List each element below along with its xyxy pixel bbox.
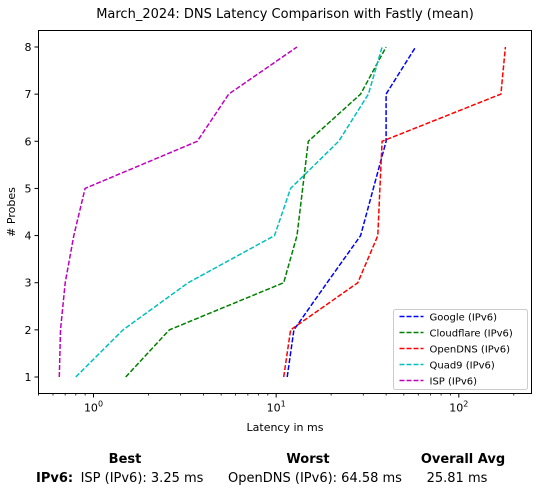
y-axis: 1 2 3 4 5 6 7 8 (25, 41, 39, 384)
ipv6-row-label: IPv6: (36, 471, 74, 486)
chart-title: March_2024: DNS Latency Comparison with … (96, 7, 474, 22)
legend-label: Google (IPv6) (430, 313, 498, 324)
overall-avg-value: 25.81 ms (426, 471, 488, 486)
y-tick-label: 6 (25, 135, 32, 148)
x-axis-label: Latency in ms (247, 421, 324, 434)
y-tick-label: 8 (25, 41, 32, 54)
y-axis-label: # Probes (5, 187, 18, 237)
plot-frame (38, 30, 532, 394)
y-tick-label: 4 (25, 230, 32, 243)
y-tick-label: 5 (25, 182, 32, 195)
legend: Google (IPv6) Cloudflare (IPv6) OpenDNS (I… (393, 309, 528, 390)
x-tick-label: 100 (84, 400, 103, 415)
worst-header: Worst (286, 452, 330, 467)
best-value: ISP (IPv6): 3.25 ms (80, 471, 204, 486)
y-tick-label: 3 (25, 277, 32, 290)
x-tick-label: 101 (267, 400, 286, 415)
series-lines (58, 46, 507, 378)
legend-box (393, 309, 528, 390)
overall-avg-header: Overall Avg (420, 452, 506, 467)
y-tick-label: 7 (25, 88, 32, 101)
legend-label: ISP (IPv6) (430, 377, 478, 388)
legend-label: Quad9 (IPv6) (430, 361, 495, 372)
series-line-cloudflare-ipv6 (125, 46, 387, 378)
series-line-opendns-ipv6 (282, 46, 507, 378)
y-tick-label: 1 (25, 371, 32, 384)
worst-value: OpenDNS (IPv6): 64.58 ms (228, 471, 402, 486)
legend-label: OpenDNS (IPv6) (430, 345, 511, 356)
series-line-google-ipv6 (286, 46, 417, 378)
x-axis: 100 101 102 (38, 393, 515, 415)
series-line-isp-ipv6 (58, 46, 298, 378)
summary-table: Best Worst Overall Avg IPv6: ISP (IPv6):… (0, 448, 541, 496)
best-header: Best (108, 452, 142, 467)
chart: March_2024: DNS Latency Comparison with … (5, 7, 532, 434)
series-line-quad9-ipv6 (75, 46, 383, 378)
legend-label: Cloudflare (IPv6) (430, 329, 513, 340)
x-tick-label: 102 (449, 400, 468, 415)
y-tick-label: 2 (25, 324, 32, 337)
